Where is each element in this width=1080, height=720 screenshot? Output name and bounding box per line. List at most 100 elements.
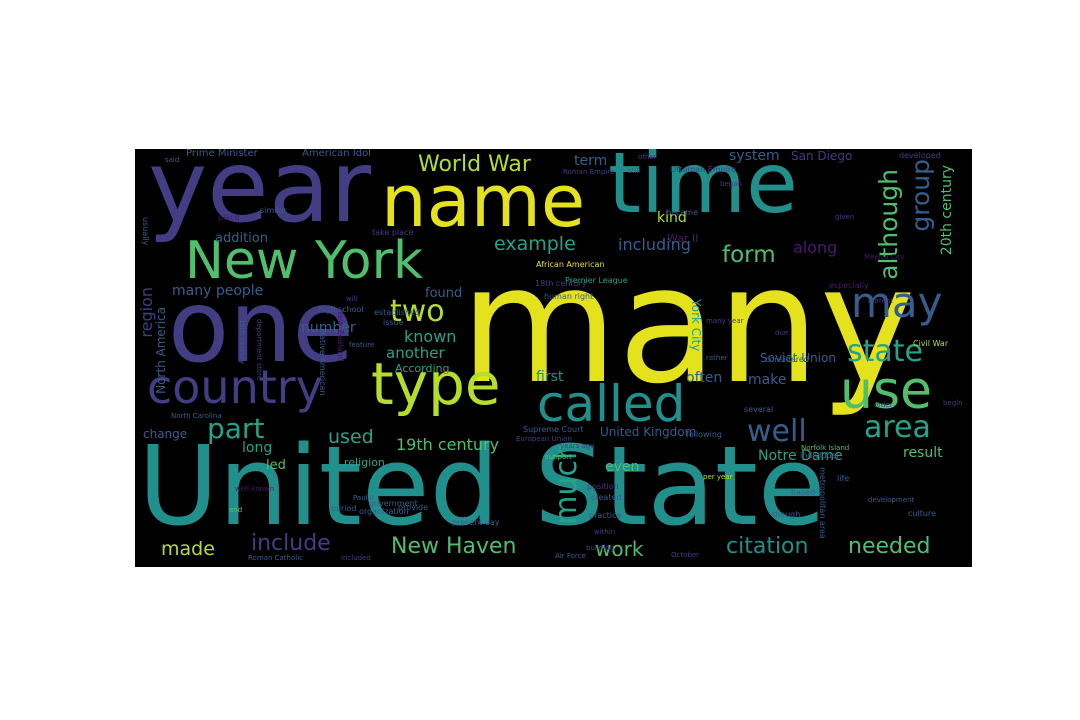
word-war-ii: War II [667, 232, 699, 245]
word-cloud: many United State year time name one New… [135, 149, 972, 567]
word-term: term [574, 153, 608, 169]
word-use: use [840, 361, 933, 421]
word-air-force: Air Force [555, 552, 586, 560]
word-united-kingdom: United Kingdom [600, 425, 697, 439]
word-period: period [331, 504, 357, 513]
word-even: even [605, 459, 640, 475]
word-supreme-court: Supreme Court [523, 425, 584, 434]
word-first: first [536, 369, 564, 385]
word-used: used [328, 426, 374, 448]
word-organization: organization [359, 507, 409, 516]
word-number: number [301, 320, 356, 336]
word-became: became [666, 208, 699, 217]
word-issue: issue [383, 318, 404, 327]
word-type: type [371, 350, 501, 418]
word-addition: addition [215, 231, 268, 246]
word-following: following [686, 430, 722, 439]
word-according: According [395, 362, 450, 375]
word-american-idol: American Idol [302, 149, 371, 159]
word-considered: considered [765, 355, 809, 364]
word-included: included [341, 554, 371, 562]
word-well: well [747, 414, 807, 449]
word-religion: religion [344, 456, 385, 469]
word-ottoman-empire: Ottoman Empire [670, 165, 736, 174]
word-including: including [618, 235, 691, 254]
word-given: given [835, 213, 855, 221]
word-prime-minister: Prime Minister [186, 149, 258, 159]
word-along: along [793, 238, 838, 257]
word-order: order [874, 401, 893, 409]
word-15th-century: 15th century [238, 319, 246, 365]
word-another: another [386, 344, 445, 362]
word-20th-century: 20th century [939, 165, 955, 256]
word-developed: developed [899, 151, 941, 160]
word-position: position [587, 482, 619, 491]
word-metropolitan-area: metropolitan area [818, 467, 827, 539]
word-will: will [346, 295, 358, 303]
word-life: life [837, 474, 850, 483]
word-native-american: Native American [318, 329, 327, 396]
word-similar: similar [260, 206, 287, 215]
word-time: time [608, 149, 798, 232]
word-government: government [369, 499, 418, 508]
word-york-city: York City [689, 299, 703, 352]
word-country: country [147, 360, 323, 414]
word-one: one [168, 268, 355, 385]
word-building: building [586, 544, 615, 552]
word-paul-ii: Paul II [353, 494, 374, 502]
word-18th-century: 18th century [535, 279, 587, 288]
word-form: form [722, 242, 776, 268]
word-area: area [864, 410, 931, 445]
word-many-year: many year [706, 317, 744, 325]
word-still: still [628, 167, 641, 175]
word-group: group [906, 159, 935, 232]
word-support: support [545, 453, 572, 461]
word-said: said [165, 156, 180, 164]
word-provide: provide [398, 503, 429, 512]
word-soviet-union: Soviet Union [760, 351, 836, 365]
word-culture: culture [908, 509, 936, 518]
word-make: make [748, 372, 787, 388]
word-known: known [404, 327, 457, 346]
word-part: part [207, 412, 265, 445]
word-region: region [137, 287, 156, 338]
word-usually: usually [141, 217, 150, 246]
word-year: year [148, 149, 372, 245]
word-new-york: New York [185, 231, 424, 291]
word-notre-dame: Notre Dame [758, 448, 843, 464]
word-several: several [744, 405, 774, 414]
word-well-known: well known [235, 485, 275, 493]
word-citation: citation [726, 534, 809, 559]
word-based: based [791, 488, 816, 497]
word-mexico-city: Mexico City [864, 253, 905, 261]
word-begin: begin [943, 399, 963, 407]
word-made: made [161, 538, 215, 560]
word-new-haven: New Haven [391, 534, 517, 559]
word-high-school: high school [318, 305, 364, 314]
word-work: work [595, 537, 644, 561]
word-norfolk-island: Norfolk Island [801, 444, 850, 452]
word-human-right: human right [544, 292, 594, 301]
word-european-union: European Union [516, 435, 572, 443]
word-state: state [847, 334, 923, 369]
word-began: began [720, 180, 742, 188]
word-premier-league: Premier League [565, 276, 628, 285]
word-two: two [390, 294, 445, 329]
word-example: example [494, 233, 576, 255]
word-roman-catholic: Roman Catholic [248, 554, 303, 562]
word-years-ago: years ago [560, 442, 595, 450]
word-civil-war: Civil War [913, 339, 949, 348]
word-called: called [537, 375, 686, 433]
word-created: created [591, 493, 622, 502]
word-present-day: present day [452, 518, 500, 527]
word-place: place [218, 213, 240, 222]
word-development: development [868, 496, 915, 504]
word-name: name [381, 159, 586, 243]
word-per-year: per year [703, 473, 733, 481]
word-due: due [775, 329, 789, 337]
word-united-state: United State [138, 422, 826, 550]
word-19th-century: 19th century [396, 435, 500, 454]
word-within: within [594, 528, 616, 536]
word-take-place: take place [372, 228, 414, 237]
word-new-zealand: New Zealand [336, 309, 345, 362]
